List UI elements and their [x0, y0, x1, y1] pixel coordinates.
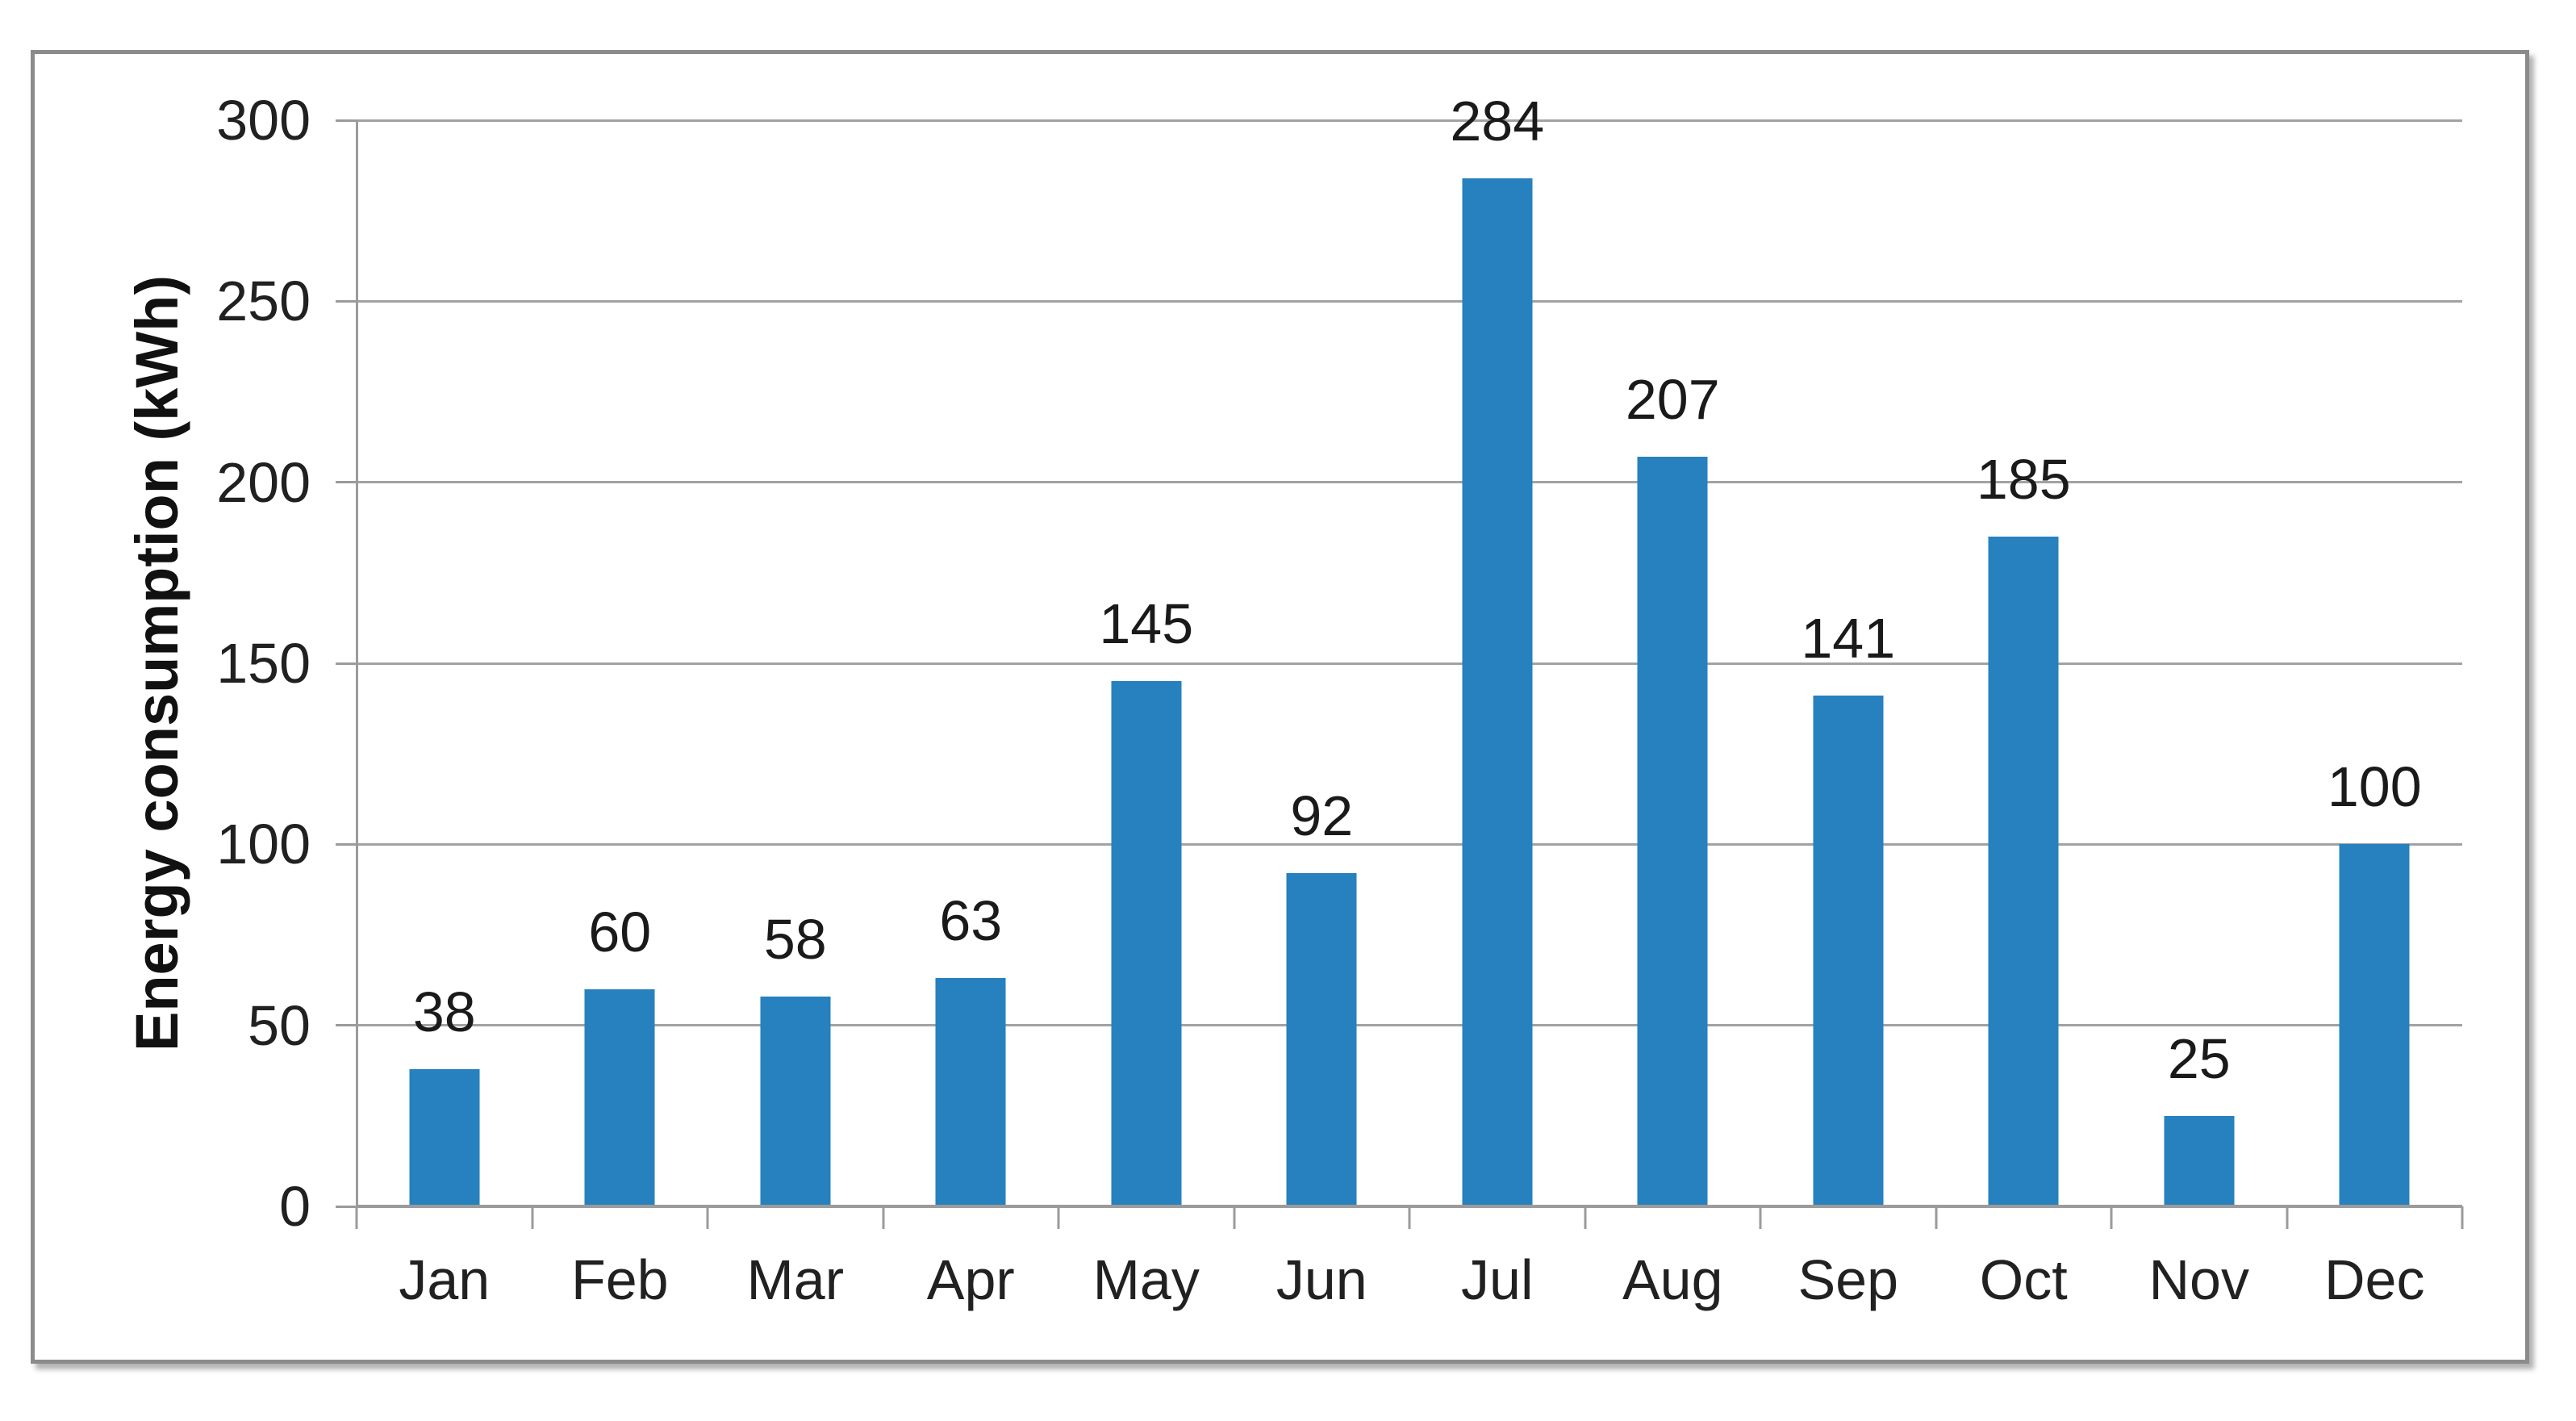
x-axis-line [356, 1205, 2462, 1208]
bar-apr [935, 978, 1006, 1206]
bar-feb [584, 988, 655, 1206]
bar-dec [2339, 844, 2410, 1206]
bar-jan [409, 1068, 480, 1206]
x-axis-tick-10 [2110, 1206, 2113, 1229]
data-label-sep: 141 [1801, 607, 1896, 671]
x-axis-tick-12 [2461, 1206, 2464, 1229]
gridline-150 [357, 662, 2462, 665]
y-tick-label-300: 300 [216, 89, 311, 152]
bar-oct [1988, 536, 2059, 1206]
chart-frame: Energy consumption (kWh) 0 50 100 150 200 250… [31, 50, 2529, 1364]
x-axis-tick-2 [706, 1206, 709, 1229]
x-axis-tick-6 [1408, 1206, 1411, 1229]
y-axis-tick-labels: 0 50 100 150 200 250 300 [69, 92, 311, 1235]
data-label-jun: 92 [1290, 784, 1354, 848]
y-axis-line [356, 120, 358, 1206]
gridline-50 [357, 1024, 2462, 1027]
data-label-mar: 58 [763, 907, 827, 971]
gridline-300 [357, 119, 2462, 122]
x-tick-label-aug: Aug [1622, 1248, 1723, 1311]
bar-mar [760, 996, 831, 1206]
x-axis-tick-9 [1935, 1206, 1937, 1229]
x-axis-tick-3 [882, 1206, 884, 1229]
plot-area: 38 Jan 60 Feb 58 Mar 63 Apr 145 May 92 Jun 284 Jul 207… [336, 93, 2464, 1308]
x-axis-tick-11 [2286, 1206, 2288, 1229]
gridline-100 [357, 842, 2462, 846]
x-axis-tick-1 [531, 1206, 533, 1229]
x-tick-label-may: May [1092, 1248, 1200, 1311]
x-axis-tick-4 [1057, 1206, 1060, 1229]
x-tick-label-sep: Sep [1797, 1248, 1899, 1311]
gridline-200 [357, 481, 2462, 484]
bar-nov [2164, 1115, 2235, 1206]
x-tick-label-mar: Mar [746, 1248, 845, 1311]
x-tick-label-jun: Jun [1275, 1248, 1367, 1311]
y-tick-label-100: 100 [216, 813, 311, 876]
data-label-jan: 38 [412, 980, 476, 1043]
x-tick-label-jul: Jul [1461, 1248, 1534, 1311]
y-tick-label-200: 200 [216, 450, 311, 514]
x-axis-tick-0 [355, 1206, 358, 1229]
x-tick-label-apr: Apr [926, 1248, 1015, 1311]
bar-may [1111, 681, 1182, 1206]
data-label-may: 145 [1099, 592, 1194, 656]
gridline-250 [357, 299, 2462, 303]
x-axis-tick-7 [1584, 1206, 1586, 1229]
y-axis-tick-100 [336, 842, 357, 846]
data-label-nov: 25 [2167, 1026, 2231, 1090]
data-label-aug: 207 [1625, 368, 1720, 432]
bar-sep [1813, 696, 1884, 1206]
x-axis-tick-8 [1759, 1206, 1762, 1229]
bar-aug [1637, 457, 1708, 1206]
x-tick-label-nov: Nov [2148, 1248, 2249, 1311]
data-label-jul: 284 [1450, 89, 1545, 153]
y-axis-tick-150 [336, 662, 357, 665]
y-tick-label-50: 50 [248, 993, 311, 1057]
data-label-dec: 100 [2327, 755, 2422, 819]
x-tick-label-oct: Oct [1979, 1248, 2068, 1311]
bar-jul [1462, 178, 1533, 1206]
y-tick-label-150: 150 [216, 632, 311, 695]
data-label-apr: 63 [939, 889, 1003, 953]
data-label-feb: 60 [588, 900, 652, 963]
y-axis-tick-300 [336, 119, 357, 122]
y-axis-tick-200 [336, 481, 357, 484]
x-axis-tick-5 [1233, 1206, 1235, 1229]
y-axis-tick-50 [336, 1024, 357, 1027]
y-axis-tick-0 [336, 1205, 357, 1208]
bar-jun [1286, 873, 1357, 1206]
y-axis-tick-250 [336, 299, 357, 303]
data-label-oct: 185 [1976, 447, 2071, 511]
x-tick-label-feb: Feb [570, 1248, 669, 1311]
x-tick-label-jan: Jan [399, 1248, 491, 1311]
x-tick-label-dec: Dec [2324, 1248, 2425, 1311]
y-tick-label-250: 250 [216, 270, 311, 333]
y-tick-label-0: 0 [279, 1175, 311, 1238]
